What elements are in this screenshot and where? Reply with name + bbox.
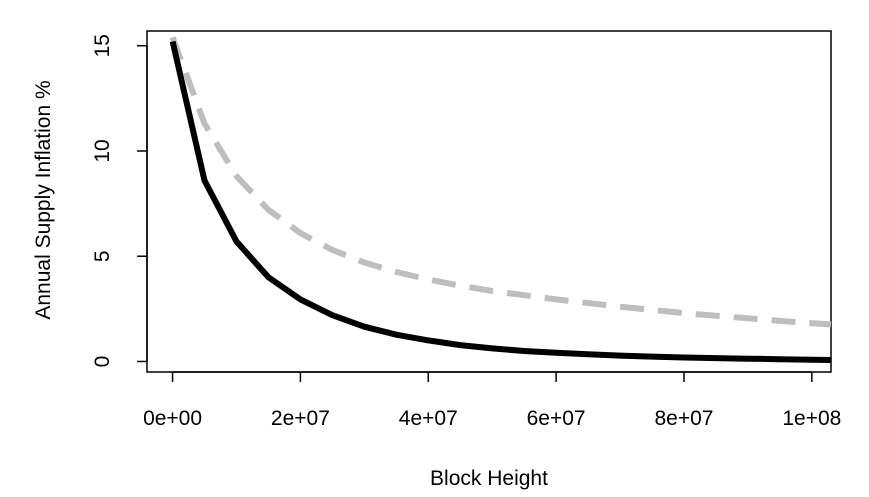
series-line-solid [169,40,832,363]
y-tick-label: 10 [91,139,114,162]
y-axis: 0 5 10 15 [91,34,148,368]
x-axis-label: Block Height [430,467,548,490]
x-tick-label: 2e+07 [271,407,330,430]
x-tick-label: 4e+07 [399,407,458,430]
x-tick-label: 0e+00 [143,407,202,430]
y-tick-label: 0 [91,356,114,368]
series-layer [169,36,832,363]
y-tick-label: 5 [91,250,114,262]
y-axis-label: Annual Supply Inflation % [32,80,55,319]
series-line-dashed [169,36,832,328]
x-tick-label: 8e+07 [654,407,713,430]
x-axis: 0e+00 2e+07 4e+07 6e+07 8e+07 1e+08 [143,371,841,430]
y-tick-label: 15 [91,34,114,57]
x-tick-label: 1e+08 [782,407,841,430]
plot-frame [146,30,832,373]
x-tick-label: 6e+07 [527,407,586,430]
